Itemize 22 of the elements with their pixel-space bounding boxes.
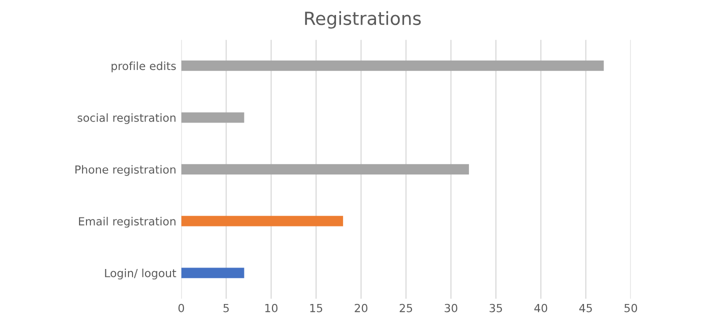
- x-tick-label: 20: [354, 304, 368, 312]
- x-tick-label: 45: [579, 304, 592, 312]
- bar: [181, 164, 469, 174]
- x-tick-label: 15: [310, 304, 322, 312]
- x-tick-label: 30: [444, 304, 458, 312]
- y-tick-label: profile edits: [112, 62, 176, 72]
- y-tick-label: social registration: [78, 113, 176, 124]
- bar: [181, 216, 344, 226]
- x-tick-label: 10: [265, 304, 278, 312]
- chart-title: Registrations: [305, 11, 421, 29]
- x-tick-label: 50: [624, 304, 638, 312]
- y-tick-label: Phone registration: [75, 165, 176, 176]
- y-tick-label: Login/ logout: [105, 268, 176, 280]
- y-tick-label: Email registration: [79, 216, 176, 228]
- x-tick-label: 25: [400, 304, 412, 312]
- x-tick-label: 35: [490, 304, 502, 312]
- bar: [181, 60, 604, 71]
- bar: [181, 112, 244, 123]
- x-tick-label: 5: [224, 304, 229, 312]
- x-tick-label: 40: [534, 304, 548, 312]
- x-tick-label: 0: [178, 304, 184, 312]
- bar: [181, 268, 244, 278]
